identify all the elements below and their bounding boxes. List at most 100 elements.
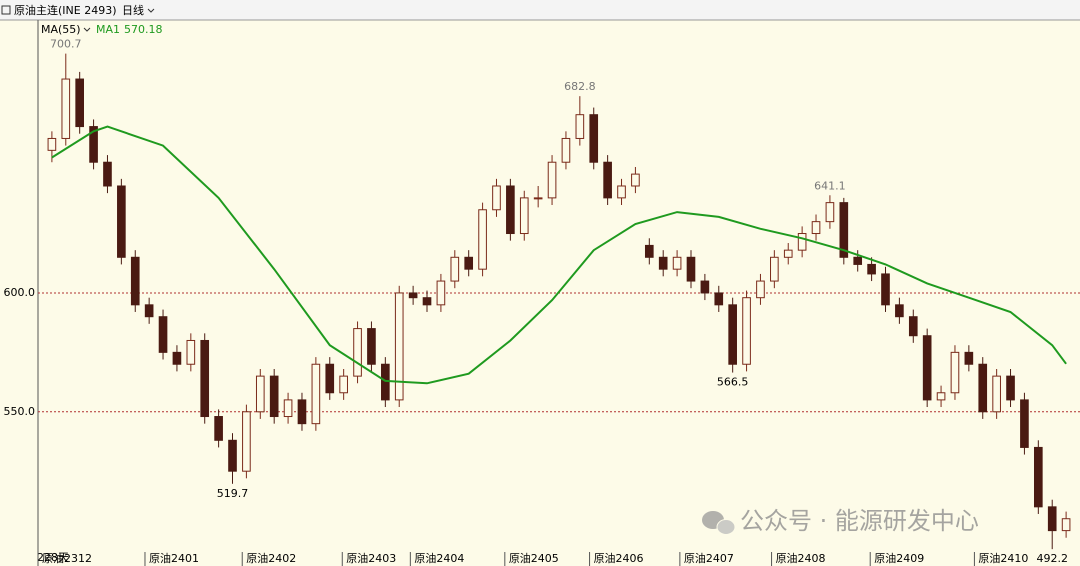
candle-body [533, 197, 543, 200]
candle-body [1047, 506, 1057, 532]
candle-body [617, 185, 626, 199]
candle-body [492, 185, 501, 211]
candle-body [61, 78, 71, 139]
candle-body [686, 256, 696, 282]
candle-body [742, 297, 751, 365]
candle-body [283, 399, 293, 418]
watermark-text: 公众号 · 能源研发中心 [740, 507, 979, 535]
dropdown-arrow [147, 8, 155, 13]
ma-name: MA1 [96, 23, 120, 36]
x-tick-label: 原油2401 [149, 551, 199, 565]
candle-body [436, 280, 446, 306]
price-annotation: 641.1 [814, 179, 846, 192]
candle-body [867, 263, 876, 275]
candle-body [1020, 399, 1029, 448]
candle-body [1006, 375, 1015, 401]
period[interactable]: 日线 [122, 3, 144, 17]
days-count: 228天 [37, 551, 69, 564]
candle-body [589, 114, 599, 163]
x-tick-label: 原油2409 [874, 551, 924, 565]
candle-body [992, 375, 1001, 413]
x-tick-label: 原油2410 [978, 551, 1028, 565]
x-tick-label: 原油2403 [346, 551, 396, 565]
candle-body [895, 304, 904, 318]
candle-body [964, 351, 974, 365]
candle-body [978, 363, 988, 413]
candle-body [700, 280, 710, 294]
candle-body [297, 399, 307, 425]
candle-body [242, 411, 251, 472]
candle-body [47, 137, 57, 151]
x-tick-label: 原油2402 [246, 551, 296, 565]
y-tick-label: 550.0 [4, 405, 36, 418]
candle-body [950, 351, 960, 394]
candle-body [644, 244, 654, 258]
x-tick-label: 原油2408 [776, 551, 826, 565]
symbol-title: 原油主连(INE 2493) [14, 3, 117, 17]
menu-icon[interactable] [1, 5, 11, 15]
candle-body [658, 256, 668, 270]
candle-body [339, 375, 348, 394]
candle-body [130, 256, 140, 306]
y-tick-label: 600.0 [4, 286, 36, 299]
ma-value: 570.18 [124, 23, 163, 36]
candle-body [506, 185, 515, 235]
candle-body [839, 202, 849, 258]
candle-body [881, 273, 890, 306]
x-tick-label: 原油2404 [414, 551, 464, 565]
candle-body [922, 335, 932, 401]
candle-body [770, 256, 779, 282]
candle-body [144, 304, 154, 318]
candle-body [158, 316, 168, 353]
candle-body [561, 137, 571, 163]
candle-body [547, 161, 557, 199]
wechat-icon [716, 519, 736, 535]
candle-body [75, 78, 85, 128]
candle-body [311, 363, 321, 425]
candle-body [575, 114, 585, 139]
candle-body [631, 173, 640, 187]
candle-body [353, 328, 362, 377]
candle-body [797, 233, 807, 251]
candle-body [1033, 446, 1043, 508]
dropdown-arrow [83, 27, 91, 32]
candle-body [89, 126, 98, 163]
price-annotation: 682.8 [564, 80, 596, 93]
candle-body [519, 197, 529, 235]
x-tick-label: 原油2312 [42, 551, 92, 565]
candle-body [936, 392, 946, 401]
candle-body [464, 256, 474, 270]
candle-body [853, 256, 863, 265]
candle-body [255, 375, 265, 413]
candle-body [908, 316, 918, 337]
watermark: 公众号 · 能源研发中心 [702, 507, 979, 535]
x-tick-label: 原油2406 [594, 551, 644, 565]
candle-body [186, 339, 196, 365]
indicator[interactable]: MA(55) [41, 23, 81, 36]
price-annotation: 519.7 [217, 487, 249, 500]
candle-body [756, 280, 765, 299]
candle-body [381, 363, 390, 401]
toolbar [0, 0, 1080, 20]
candle-body [783, 249, 793, 258]
candle-body [811, 221, 821, 235]
candle-body [728, 304, 737, 365]
candle-body [325, 363, 335, 394]
x-tick-label: 原油2407 [684, 551, 734, 565]
candle-body [172, 351, 182, 365]
candle-body [408, 292, 418, 299]
candle-body [825, 202, 835, 223]
candle-body [214, 416, 223, 441]
candle-body [269, 375, 279, 418]
candle-body [394, 292, 404, 401]
price-annotation: 566.5 [717, 376, 749, 389]
candle-body [103, 161, 112, 187]
candle-body [228, 439, 237, 472]
candle-body [478, 209, 487, 270]
price-annotation: 492.2 [1036, 552, 1068, 565]
x-tick-label: 原油2405 [509, 551, 559, 565]
candle-body [1061, 518, 1071, 532]
ma-line [51, 125, 1067, 385]
candle-body [422, 297, 432, 306]
